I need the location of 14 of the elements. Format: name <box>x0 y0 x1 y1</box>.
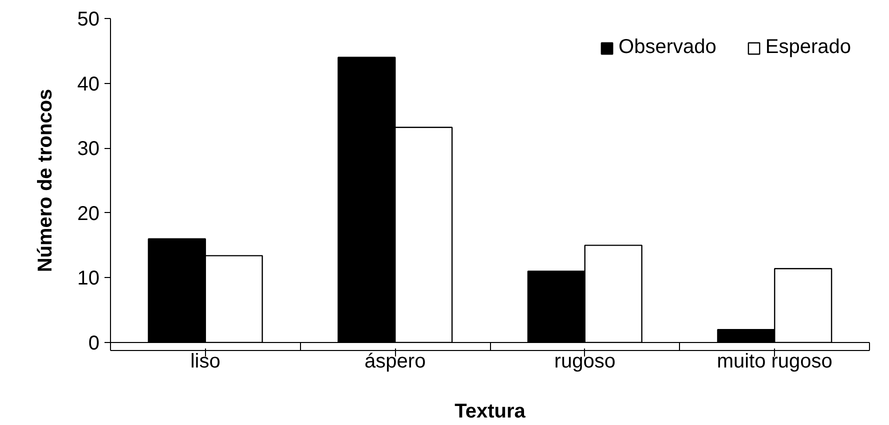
y-tick-label: 10 <box>77 268 100 290</box>
y-tick-label: 50 <box>77 8 100 30</box>
y-tick-label: 20 <box>77 202 100 225</box>
legend-label: Esperado <box>765 36 851 59</box>
x-tick-label: rugoso <box>554 350 616 372</box>
x-tick-label: liso <box>190 350 220 372</box>
y-tick-label: 30 <box>77 138 100 160</box>
y-axis-title: Número de troncos <box>34 88 56 272</box>
legend-label: Observado <box>618 36 716 59</box>
x-tick-label: áspero <box>364 350 426 372</box>
y-tick-label: 0 <box>88 332 100 354</box>
y-tick-label: 40 <box>77 73 100 96</box>
x-tick-label: muito rugoso <box>716 350 832 372</box>
x-axis-title: Textura <box>454 400 526 422</box>
